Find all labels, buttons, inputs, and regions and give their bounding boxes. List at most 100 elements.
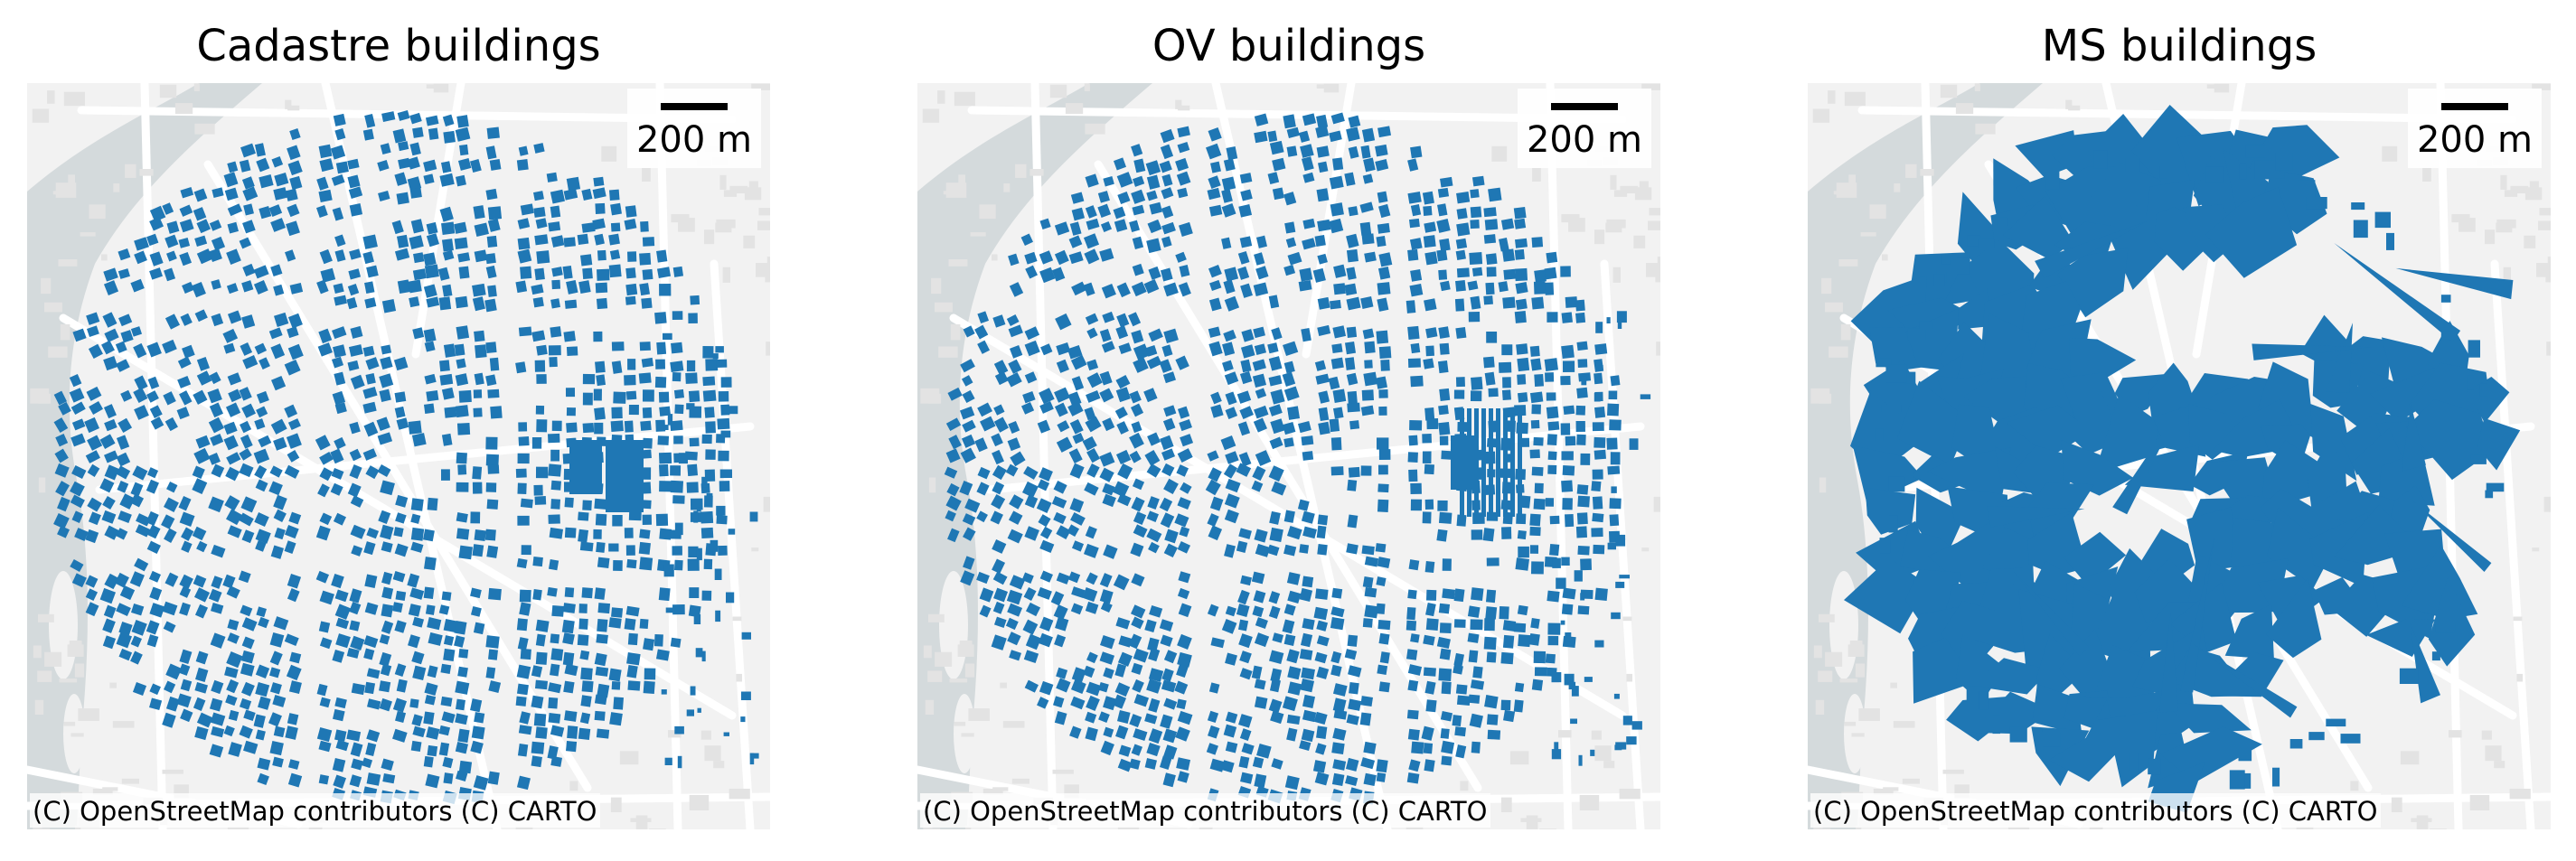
building	[531, 436, 542, 449]
building	[1997, 217, 2008, 227]
building	[1270, 418, 1285, 435]
building	[85, 450, 100, 463]
building	[2129, 753, 2139, 772]
building	[1086, 390, 1101, 403]
building	[1239, 668, 1253, 680]
building	[1240, 359, 1252, 373]
building	[1128, 633, 1142, 650]
building	[606, 440, 644, 512]
basemap-block	[2543, 496, 2551, 512]
building	[1008, 324, 1023, 338]
building	[182, 344, 195, 359]
building	[1083, 282, 1095, 296]
basemap-block	[2089, 827, 2103, 829]
building	[1470, 390, 1482, 402]
building	[458, 545, 473, 560]
basemap-block	[1828, 90, 1836, 104]
building	[2485, 490, 2494, 499]
building	[1208, 175, 1221, 190]
building	[686, 403, 695, 410]
building	[1302, 618, 1315, 631]
building	[1560, 266, 1571, 277]
building	[134, 557, 149, 572]
building	[1564, 673, 1575, 686]
building	[2239, 164, 2247, 180]
building	[1071, 281, 1087, 296]
building	[118, 417, 133, 433]
basemap-block	[938, 346, 958, 358]
building	[566, 422, 578, 433]
building	[318, 328, 333, 344]
building	[289, 175, 303, 191]
building	[254, 143, 266, 157]
building	[562, 266, 573, 279]
building	[104, 573, 119, 590]
building	[70, 481, 85, 497]
building	[959, 406, 975, 420]
building	[394, 620, 407, 633]
building	[1147, 496, 1160, 510]
building	[608, 543, 619, 552]
building	[655, 649, 670, 661]
building	[1967, 235, 1981, 247]
building	[209, 402, 224, 418]
building	[1209, 279, 1222, 291]
basemap-block	[765, 275, 770, 283]
building	[535, 651, 548, 665]
building	[1301, 728, 1315, 743]
building	[408, 420, 422, 435]
building	[1269, 510, 1281, 525]
building	[391, 220, 404, 235]
building	[485, 374, 497, 387]
basemap-block	[2547, 257, 2551, 269]
building	[1160, 435, 1174, 451]
building	[639, 342, 651, 351]
building	[1409, 238, 1423, 250]
building	[1102, 311, 1115, 323]
building	[1210, 637, 1225, 649]
building	[1084, 482, 1099, 496]
basemap-block	[1818, 670, 1833, 682]
building	[99, 587, 117, 604]
building	[1363, 741, 1377, 754]
building	[319, 452, 334, 465]
building	[1025, 265, 1039, 279]
building	[1876, 358, 1892, 368]
building	[577, 233, 589, 246]
building	[392, 128, 407, 144]
building	[381, 758, 394, 772]
building	[2158, 612, 2178, 713]
building	[550, 755, 563, 767]
building	[86, 325, 99, 337]
building	[624, 374, 636, 386]
building	[1580, 558, 1592, 571]
building	[318, 774, 330, 785]
building	[1547, 451, 1557, 461]
scale-bar: 200 m	[2408, 89, 2542, 168]
building	[226, 248, 241, 265]
building	[119, 585, 136, 601]
building	[378, 190, 390, 201]
building	[1424, 298, 1437, 312]
building	[720, 377, 732, 388]
basemap-block	[194, 123, 215, 135]
building	[533, 191, 544, 201]
building	[625, 390, 637, 400]
building	[581, 188, 593, 201]
building	[1425, 618, 1439, 632]
building	[685, 372, 698, 384]
building	[1024, 494, 1039, 509]
building	[1346, 543, 1359, 555]
building	[992, 571, 1008, 585]
building	[1302, 709, 1317, 723]
building	[381, 344, 392, 355]
building	[2064, 531, 2127, 587]
building	[332, 326, 347, 340]
building	[1316, 666, 1330, 679]
building	[1933, 274, 1945, 286]
building	[1379, 651, 1390, 664]
building	[1099, 370, 1113, 386]
building	[1919, 321, 1933, 330]
building	[1913, 637, 1975, 704]
building	[1299, 544, 1310, 554]
